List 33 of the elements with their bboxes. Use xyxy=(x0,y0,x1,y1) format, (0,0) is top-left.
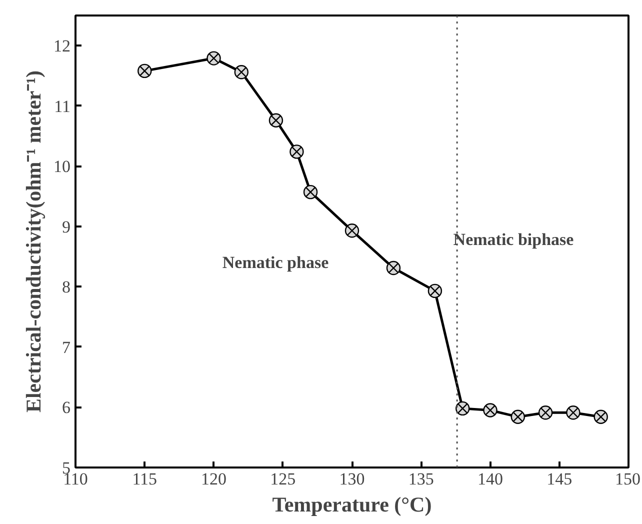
x-tick-label: 145 xyxy=(546,470,572,488)
x-tick-label: 135 xyxy=(408,470,434,488)
x-tick-label: 120 xyxy=(201,470,226,488)
y-tick-label: 11 xyxy=(54,96,71,116)
point xyxy=(386,260,401,276)
point xyxy=(268,113,284,128)
point xyxy=(290,144,304,159)
y-tick-label: 10 xyxy=(54,157,70,176)
point xyxy=(428,284,442,298)
x-tick-label: 140 xyxy=(478,470,503,488)
point xyxy=(594,410,608,424)
y-tick-label: 9 xyxy=(62,217,70,236)
point xyxy=(234,65,248,80)
annotation: Nematic biphase xyxy=(453,230,574,249)
x-tick-label: 125 xyxy=(270,470,296,488)
point xyxy=(566,406,580,420)
point xyxy=(206,51,221,66)
y-tick-label: 8 xyxy=(62,278,70,297)
y-tick-label: 6 xyxy=(62,398,70,418)
x-tick-label: 130 xyxy=(339,470,365,488)
y-tick-label: 7 xyxy=(62,338,71,357)
y-tick-label: 12 xyxy=(54,36,70,56)
point xyxy=(303,185,318,200)
point xyxy=(510,410,525,424)
x-tick-label: 115 xyxy=(132,470,158,488)
x-axis-title: Temperature (°C) xyxy=(272,492,432,516)
y-axis-title: Electrical-conductivity(ohm⁻¹ meter⁻¹) xyxy=(22,70,46,413)
annotation: Nematic phase xyxy=(222,253,330,272)
point xyxy=(138,64,152,78)
point xyxy=(483,403,498,418)
point xyxy=(344,224,360,238)
point xyxy=(538,406,553,420)
x-tick-label: 150 xyxy=(615,470,640,488)
